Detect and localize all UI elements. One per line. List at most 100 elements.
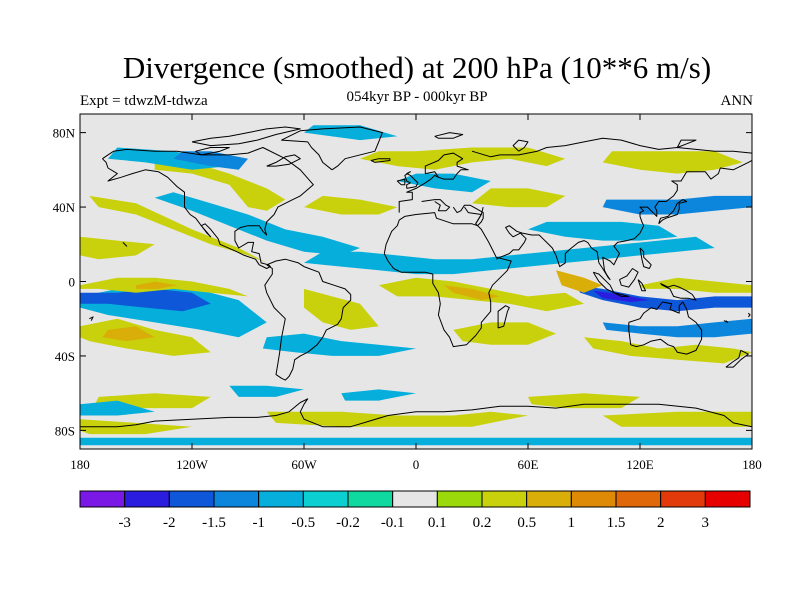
coastline xyxy=(195,147,230,156)
season-label: ANN xyxy=(720,93,754,109)
coastline xyxy=(122,242,128,247)
lon-tick-label: 180 xyxy=(70,457,90,472)
field-region xyxy=(229,385,304,397)
field-region xyxy=(173,151,248,170)
colorbar-label: -2 xyxy=(163,515,176,531)
lat-tick-label: 80S xyxy=(55,423,75,438)
field-region xyxy=(341,389,416,401)
coastline xyxy=(404,171,419,189)
field-region xyxy=(453,322,556,345)
lat-tick-label: 0 xyxy=(69,275,76,290)
colorbar-label: 3 xyxy=(702,515,710,531)
colorbar-label: 1.5 xyxy=(607,515,626,531)
field-region xyxy=(444,285,500,301)
plot-title: Divergence (smoothed) at 200 hPa (10**6 … xyxy=(122,50,712,85)
colorbar-box xyxy=(392,490,438,508)
colorbar-box xyxy=(704,490,751,508)
field-region xyxy=(528,221,678,241)
colorbar-box xyxy=(302,490,349,508)
coastline xyxy=(191,126,301,147)
coastline xyxy=(628,301,703,355)
field-region xyxy=(102,326,155,342)
coastline xyxy=(396,178,406,186)
coastline xyxy=(281,126,383,171)
coastline xyxy=(497,305,510,329)
coastline xyxy=(80,398,752,428)
coastline xyxy=(637,279,647,292)
colorbar-box xyxy=(347,490,394,508)
colorbar-label: -0.2 xyxy=(336,515,360,531)
field-region xyxy=(154,158,286,211)
coastline xyxy=(102,147,314,269)
colorbar-box xyxy=(124,490,170,508)
field-region xyxy=(602,151,743,174)
colorbar-box xyxy=(526,490,572,508)
colorbar: -3 -2 -1.5 -1 -0.5 -0.2 -0.1 0.1 0.2 0.5 1 1.5 2 3 xyxy=(79,490,751,531)
field-region xyxy=(640,277,752,293)
axis-ticks: 80N 40N 0 40S 80S 180 120W 60W 0 60E 120E 180 xyxy=(53,114,762,472)
coastline xyxy=(723,320,729,323)
field-region xyxy=(602,195,752,215)
field-region xyxy=(80,419,192,435)
field-region xyxy=(80,437,752,446)
field-region xyxy=(602,318,752,338)
coastline xyxy=(89,316,94,321)
lon-tick-label: 120W xyxy=(176,457,209,472)
coastline xyxy=(398,152,469,213)
colorbar-box xyxy=(615,490,662,508)
field-region xyxy=(602,411,752,427)
colorbar-label: 0.5 xyxy=(517,515,536,531)
colorbar-box xyxy=(168,490,215,508)
experiment-label: Expt = tdwzM-tdwza xyxy=(80,93,208,109)
coastline xyxy=(264,258,352,381)
coastline xyxy=(619,268,639,288)
field-region xyxy=(89,195,267,263)
colorbar-label: -3 xyxy=(118,515,131,531)
coastline xyxy=(471,137,752,158)
lon-tick-label: 60E xyxy=(518,457,539,472)
field-region xyxy=(108,147,230,170)
field-region xyxy=(304,288,379,330)
field-region xyxy=(154,192,360,256)
field-region xyxy=(80,288,211,312)
coastline xyxy=(613,292,630,297)
colorbar-label: -1 xyxy=(252,515,265,531)
coastline xyxy=(266,154,301,167)
coastline xyxy=(496,160,752,281)
field-region xyxy=(574,285,752,312)
field-region xyxy=(304,236,715,275)
field-region xyxy=(266,411,528,427)
coastlines xyxy=(80,126,752,428)
colorbar-box xyxy=(436,490,483,508)
coastline xyxy=(475,206,484,225)
colorbar-box xyxy=(213,490,260,508)
colorbar-label: -0.5 xyxy=(291,515,315,531)
period-label: 054kyr BP - 000kyr BP xyxy=(346,89,488,105)
coastline xyxy=(725,349,749,368)
field-region xyxy=(136,281,178,289)
field-region xyxy=(304,195,398,215)
coastline xyxy=(383,212,512,348)
field-region xyxy=(80,236,155,260)
colorbar-box xyxy=(660,490,706,508)
colorbar-box xyxy=(79,490,126,508)
colorbar-box xyxy=(481,490,528,508)
coastline xyxy=(370,158,391,163)
lon-tick-label: 60W xyxy=(291,457,317,472)
field-region xyxy=(556,270,603,293)
lat-tick-label: 80N xyxy=(53,126,76,141)
field-region xyxy=(584,337,752,364)
lat-tick-label: 40S xyxy=(55,349,75,364)
lon-tick-label: 180 xyxy=(742,457,762,472)
coastline xyxy=(676,139,697,148)
colorbar-label: 1 xyxy=(568,515,576,531)
coastline xyxy=(512,139,529,152)
colorbar-label: -1.5 xyxy=(202,515,226,531)
field-region xyxy=(80,400,155,416)
colorbar-label: 2 xyxy=(657,515,665,531)
colorbar-box xyxy=(258,490,304,508)
lon-tick-label: 0 xyxy=(413,457,420,472)
coastline xyxy=(660,282,697,301)
coastline xyxy=(747,312,751,318)
